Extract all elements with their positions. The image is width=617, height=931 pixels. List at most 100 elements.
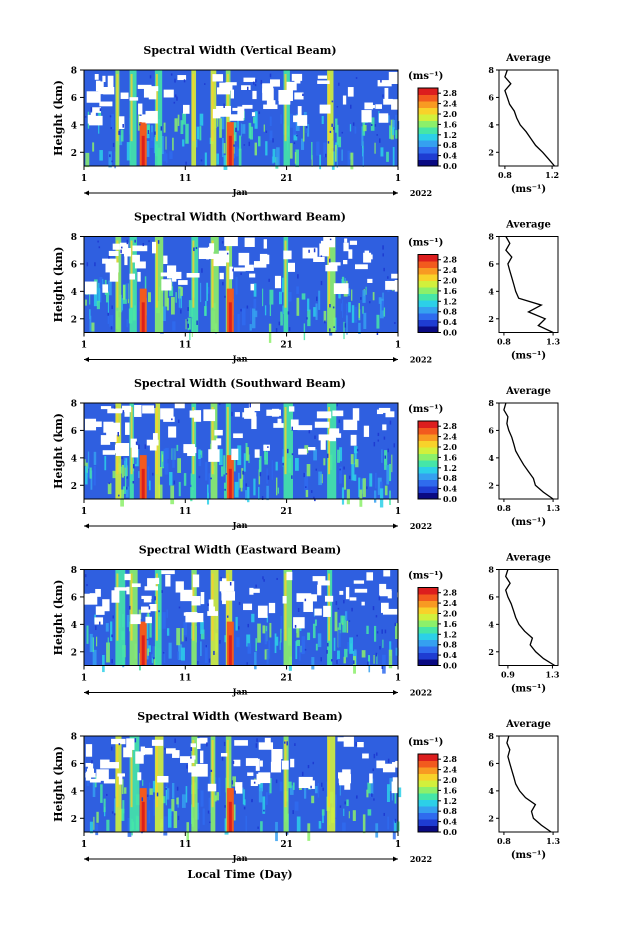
data-gap: [381, 602, 389, 613]
heatmap-speck: [126, 476, 128, 479]
colorbar-tick-label: 1.6: [443, 619, 457, 629]
heatmap-streak: [155, 74, 158, 142]
heatmap-speck: [338, 419, 341, 423]
average-x-tick-label: 0.8: [497, 337, 511, 347]
heatmap-speck: [387, 276, 389, 279]
heatmap-cell: [183, 621, 188, 636]
heatmap-cell: [384, 485, 388, 496]
heatmap-speck: [314, 435, 316, 439]
colorbar-tick-label: 0.8: [443, 140, 457, 150]
heatmap-cell: [304, 472, 309, 491]
heatmap-cell: [95, 823, 99, 836]
month-label: Jan: [232, 520, 248, 530]
heatmap-cell: [343, 321, 345, 340]
heatmap-speck: [387, 448, 389, 453]
heatmap-streak: [192, 407, 195, 475]
colorbar-swatch: [418, 607, 438, 614]
y-tick-label: 8: [71, 566, 77, 576]
heatmap-cell: [249, 126, 253, 140]
colorbar-tick-label: 0.0: [443, 328, 457, 338]
heatmap-cell: [259, 456, 262, 472]
heatmap-cell: [313, 449, 317, 461]
heatmap-cell: [280, 114, 282, 124]
heatmap-cell: [254, 111, 258, 129]
heatmap-speck: [122, 123, 124, 128]
heatmap-cell: [280, 628, 282, 643]
data-gap: [243, 603, 253, 611]
heatmap-streak: [327, 236, 336, 333]
heatmap-speck: [324, 320, 326, 324]
heatmap-cell: [384, 456, 386, 465]
heatmap-cell: [134, 455, 137, 465]
heatmap-speck: [255, 584, 257, 588]
data-gap: [378, 113, 389, 123]
year-label: 2022: [410, 854, 432, 864]
average-frame: [498, 735, 559, 833]
heatmap-streak: [154, 569, 162, 666]
heatmap-cell: [246, 634, 251, 647]
average-title: Average: [505, 53, 551, 64]
heatmap-speck: [209, 821, 211, 824]
heatmap-cell: [346, 620, 349, 633]
data-gap: [308, 780, 315, 789]
data-gap: [316, 411, 332, 419]
heatmap-cell: [336, 656, 340, 664]
data-gap: [194, 410, 202, 422]
data-gap: [229, 114, 244, 121]
heatmap-cell: [145, 141, 150, 157]
heatmap-speck: [97, 240, 99, 243]
heatmap-speck: [333, 326, 335, 328]
heatmap-cell: [311, 795, 315, 804]
heatmap-speck: [257, 826, 259, 829]
heatmap-cell: [362, 148, 364, 167]
data-gap: [138, 103, 143, 115]
heatmap-speck: [284, 741, 286, 744]
heatmap-cell: [166, 776, 169, 793]
data-gap: [180, 756, 195, 763]
heatmap-cell: [235, 276, 238, 295]
data-gap: [120, 92, 129, 99]
heatmap-cell: [148, 810, 151, 824]
heatmap-speck: [120, 249, 122, 254]
heatmap-speck: [383, 812, 385, 816]
colorbar-tick-label: 2.4: [443, 432, 457, 442]
heatmap-cell: [170, 485, 175, 505]
data-gap: [288, 406, 295, 412]
colorbar-swatch: [418, 261, 438, 268]
heatmap-cell: [301, 293, 306, 300]
heatmap-cell: [163, 651, 166, 663]
heatmap-cell: [149, 132, 154, 149]
data-gap: [251, 112, 256, 117]
heatmap-cell: [204, 644, 208, 664]
heatmap-speck: [111, 160, 113, 163]
heatmap-cell: [296, 297, 300, 316]
data-gap: [192, 574, 200, 588]
heatmap-streak: [130, 740, 133, 808]
heatmap-speck: [162, 651, 165, 654]
data-gap: [297, 425, 313, 431]
heatmap-speck: [84, 574, 87, 578]
heatmap-speck: [148, 240, 150, 243]
y-tick-label: 8: [71, 233, 77, 243]
average-frame: [498, 236, 559, 333]
data-gap: [266, 100, 276, 109]
colorbar-swatch: [418, 620, 438, 627]
heatmap-speck: [185, 637, 187, 642]
data-gap: [102, 450, 116, 455]
heatmap-cell: [253, 283, 257, 297]
heatmap-speck: [260, 79, 263, 85]
data-gap: [238, 252, 250, 266]
heatmap-cell: [89, 821, 94, 834]
data-gap: [362, 753, 369, 759]
heatmap-cell: [89, 633, 93, 653]
colorbar-swatch: [418, 319, 438, 327]
heatmap-cell: [90, 470, 93, 490]
heatmap-cell: [339, 466, 343, 484]
heatmap-streak: [327, 70, 334, 166]
heatmap-speck: [232, 268, 234, 272]
heatmap-cell: [217, 117, 219, 127]
y-tick-label: 8: [71, 67, 77, 77]
heatmap-cell: [239, 478, 243, 488]
heatmap-speck: [134, 738, 137, 743]
heatmap-hot-column: [228, 135, 232, 166]
